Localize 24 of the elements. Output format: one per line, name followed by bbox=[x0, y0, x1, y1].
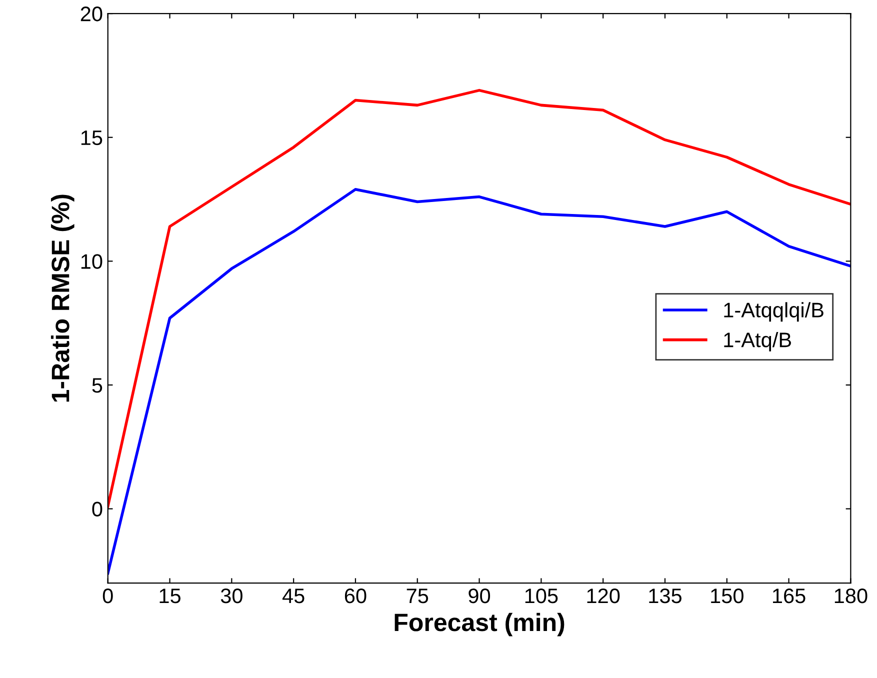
x-tick-label: 135 bbox=[649, 588, 682, 604]
x-tick-label: 150 bbox=[711, 588, 744, 604]
line-series bbox=[108, 188, 851, 575]
x-tick-label: 45 bbox=[282, 588, 304, 604]
legend-label: 1-Atqqlqi/B bbox=[724, 302, 824, 322]
line-series bbox=[108, 88, 851, 508]
legend-label: 1-Atq/B bbox=[724, 332, 791, 352]
y-axis-title: 1-Ratio RMSE (%) bbox=[50, 194, 74, 402]
y-tick-label: 5 bbox=[92, 378, 102, 393]
x-tick-label: 30 bbox=[220, 588, 242, 604]
x-axis-title: Forecast (min) bbox=[394, 612, 564, 636]
x-tick-label: 90 bbox=[468, 588, 490, 604]
x-tick-label: 0 bbox=[102, 588, 113, 604]
y-tick-label: 10 bbox=[81, 254, 102, 269]
y-tick-label: 20 bbox=[80, 6, 102, 22]
x-tick-label: 180 bbox=[834, 588, 868, 604]
y-tick-label: 0 bbox=[92, 502, 102, 517]
x-tick-label: 75 bbox=[406, 588, 428, 604]
x-tick-label: 15 bbox=[160, 588, 180, 604]
x-tick-label: 105 bbox=[525, 588, 558, 604]
y-tick-label: 15 bbox=[81, 130, 102, 146]
x-tick-label: 60 bbox=[344, 588, 366, 604]
x-tick-label: 165 bbox=[773, 588, 806, 604]
x-tick-label: 120 bbox=[587, 588, 620, 604]
